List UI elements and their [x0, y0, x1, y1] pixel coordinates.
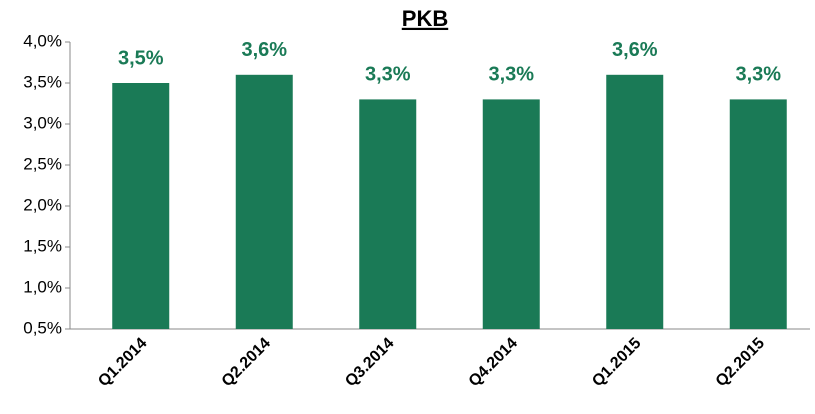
chart-title: PKB: [402, 6, 448, 31]
y-tick-label: 3,0%: [23, 113, 62, 132]
value-label: 3,3%: [365, 64, 411, 86]
x-tick-label: Q3.2014: [342, 335, 398, 391]
value-label: 3,6%: [612, 39, 658, 61]
x-tick-label: Q4.2014: [466, 335, 522, 391]
y-tick-label: 3,5%: [23, 72, 62, 91]
bar: [235, 74, 293, 329]
bar: [606, 74, 664, 329]
y-tick-label: 2,5%: [23, 154, 62, 173]
y-tick-label: 2,0%: [23, 195, 62, 214]
y-tick-label: 1,0%: [23, 277, 62, 296]
x-tick-label: Q1.2014: [95, 335, 151, 391]
value-label: 3,3%: [735, 64, 781, 86]
y-tick-label: 4,0%: [23, 31, 62, 50]
x-tick-label: Q2.2015: [713, 335, 769, 391]
y-tick-label: 0,5%: [23, 318, 62, 337]
x-tick-label: Q2.2014: [219, 335, 275, 391]
value-label: 3,5%: [118, 47, 164, 69]
value-label: 3,6%: [241, 39, 287, 61]
x-tick-label: Q1.2015: [589, 335, 645, 391]
bar: [482, 99, 540, 330]
bar: [359, 99, 417, 330]
y-tick-label: 1,5%: [23, 236, 62, 255]
value-label: 3,3%: [488, 64, 534, 86]
bar: [112, 83, 170, 329]
bar: [729, 99, 787, 330]
